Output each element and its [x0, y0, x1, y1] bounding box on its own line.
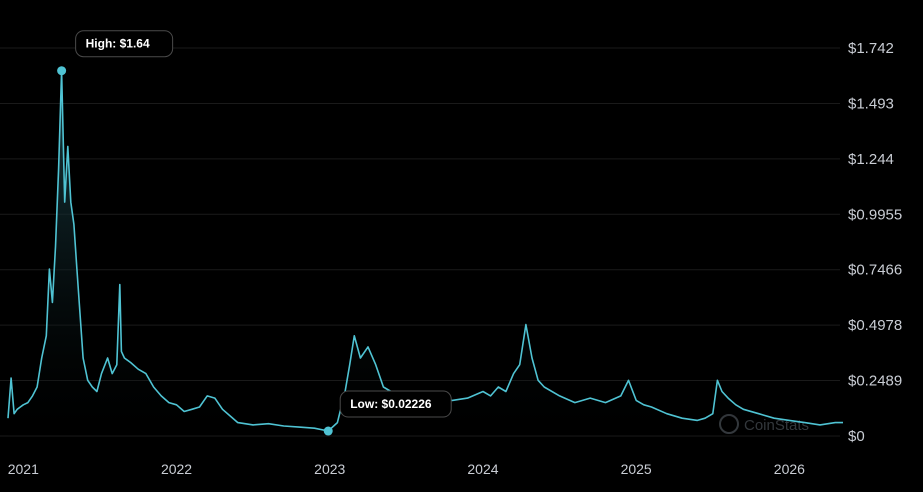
high-label: High: $1.64	[86, 37, 150, 51]
low-callout: Low: $0.02226	[323, 390, 452, 436]
x-tick-label: 2023	[314, 461, 345, 477]
low-label-box	[339, 390, 452, 418]
y-tick-label: $1.742	[848, 40, 894, 57]
low-label: Low: $0.02226	[350, 397, 432, 411]
x-tick-label: 2024	[467, 461, 498, 477]
high-callout: High: $1.64	[57, 30, 174, 76]
high-marker	[57, 66, 67, 76]
low-marker	[323, 426, 333, 436]
high-label-box	[75, 30, 174, 58]
x-axis-ticks: 2021 2022 2023 2024 2025 2026	[8, 461, 805, 477]
y-tick-label: $0.9955	[848, 206, 902, 223]
y-tick-label: $0.4978	[848, 317, 902, 334]
x-tick-label: 2025	[621, 461, 652, 477]
y-axis-ticks: $1.742 $1.493 $1.244 $0.9955 $0.7466 $0.4978 $…	[848, 40, 902, 445]
x-tick-label: 2022	[161, 461, 192, 477]
y-tick-label: $0	[848, 428, 865, 445]
x-tick-label: 2026	[774, 461, 805, 477]
price-line	[7, 69, 843, 432]
y-tick-label: $1.244	[848, 151, 894, 168]
x-tick-label: 2021	[8, 461, 39, 477]
y-tick-label: $0.2489	[848, 373, 902, 390]
series	[7, 69, 843, 436]
y-tick-label: $0.7466	[848, 262, 902, 279]
price-area	[8, 70, 843, 436]
y-tick-label: $1.493	[848, 95, 894, 112]
